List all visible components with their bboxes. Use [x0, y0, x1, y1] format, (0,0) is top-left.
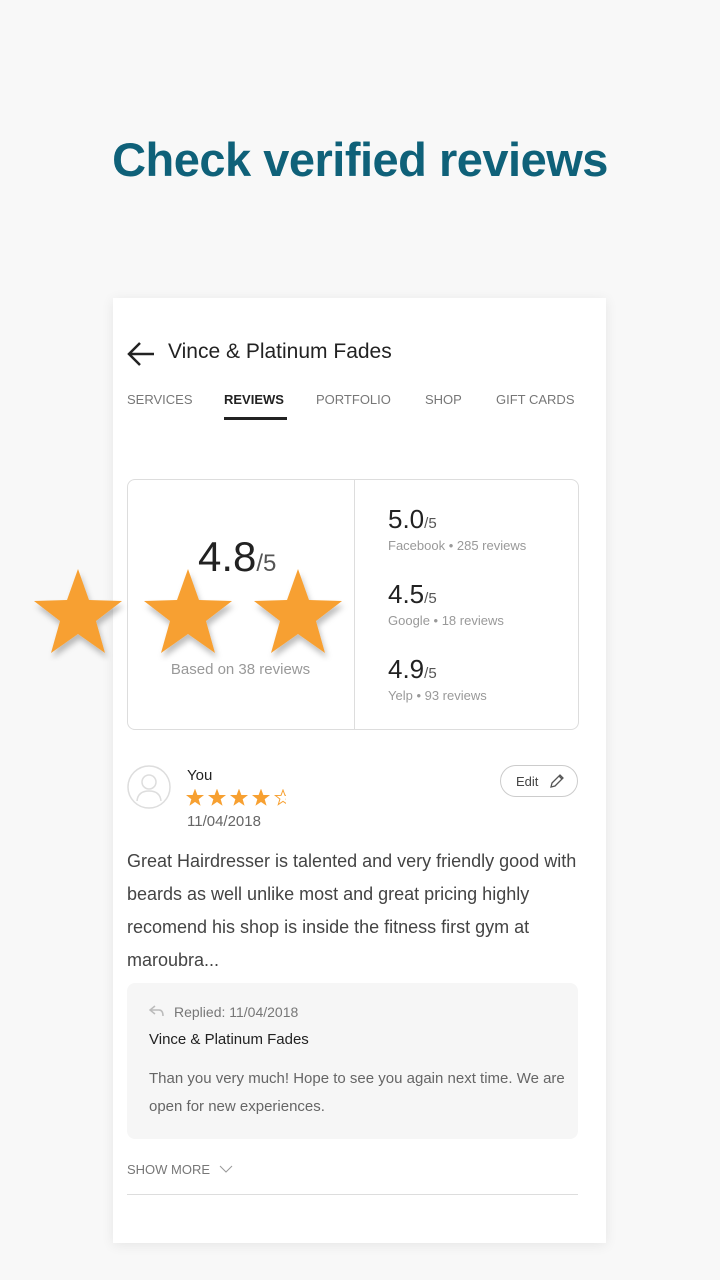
headline: Check verified reviews: [112, 133, 608, 186]
edit-icon: [550, 774, 564, 788]
back-button[interactable]: [126, 340, 156, 368]
reply-box: Replied: 11/04/2018 Vince & Platinum Fad…: [127, 983, 578, 1139]
avatar: [127, 765, 171, 809]
out-of: /5: [256, 550, 277, 577]
review-date: 11/04/2018: [187, 813, 261, 830]
score: 4.9: [388, 654, 425, 684]
header-title: Vince & Platinum Fades: [168, 340, 392, 363]
source-score: 4.9/5: [388, 654, 437, 685]
tab[interactable]: GIFT CARDS: [496, 392, 575, 407]
tab-indicator: [224, 417, 287, 420]
source-caption: Google • 18 reviews: [388, 613, 504, 628]
review-author: You: [187, 767, 213, 784]
score: 4.5: [388, 579, 425, 609]
star: [186, 789, 205, 806]
tab[interactable]: PORTFOLIO: [316, 392, 391, 407]
star: [207, 789, 227, 806]
source-caption: Facebook • 285 reviews: [388, 538, 527, 553]
source-score: 4.5/5: [388, 579, 437, 610]
tab[interactable]: SERVICES: [127, 392, 193, 407]
edit-label: Edit: [516, 774, 539, 789]
reply-icon: [149, 1005, 164, 1017]
reply-author: Vince & Platinum Fades: [149, 1031, 309, 1048]
reply-text: Than you very much! Hope to see you agai…: [149, 1070, 565, 1115]
review-stars: [186, 789, 286, 806]
reply-label: Replied: 11/04/2018: [174, 1004, 299, 1020]
tab[interactable]: SHOP: [425, 392, 462, 407]
tab[interactable]: REVIEWS: [224, 392, 284, 407]
divider: [354, 480, 355, 729]
rating-box: [127, 479, 579, 730]
out-of: /5: [424, 590, 437, 607]
separator: [127, 1194, 578, 1195]
star: [251, 789, 271, 806]
out-of: /5: [424, 665, 437, 682]
source-caption: Yelp • 93 reviews: [388, 688, 487, 703]
show-more[interactable]: SHOW MORE: [127, 1162, 234, 1177]
star: [273, 789, 286, 806]
show-more-label: SHOW MORE: [127, 1162, 211, 1177]
overall-score: 4.8/5: [198, 533, 276, 581]
star: [229, 789, 249, 806]
edit-button[interactable]: Edit: [500, 765, 578, 797]
summary-caption: Based on 38 reviews: [170, 661, 311, 678]
review-text: Great Hairdresser is talented and very f…: [127, 851, 577, 970]
source-score: 5.0/5: [388, 504, 437, 535]
score: 4.8: [198, 533, 257, 580]
out-of: /5: [424, 515, 437, 532]
decor-stars: [34, 569, 342, 653]
score: 5.0: [388, 504, 425, 534]
chevron: [219, 1165, 233, 1173]
